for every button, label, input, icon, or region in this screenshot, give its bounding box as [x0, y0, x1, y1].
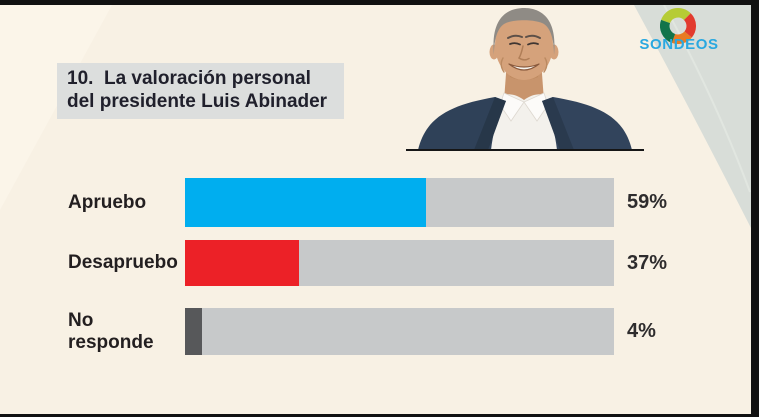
bar-value-desapruebo: 37% [627, 251, 668, 274]
bar-value-apruebo: 59% [627, 191, 668, 213]
bar-label-desapruebo: Desapruebo [68, 252, 178, 273]
bar-fill-desapruebo [185, 240, 300, 286]
bar-track [185, 240, 614, 286]
bar-fill-apruebo [185, 178, 427, 227]
top-border [0, 0, 759, 5]
bar-label-apruebo: Apruebo [68, 191, 147, 213]
sondeos-logo-icon [660, 8, 696, 44]
sondeos-logo-text: SONDEOS [639, 36, 719, 53]
bottom-border [0, 414, 759, 417]
bar-track [185, 178, 614, 227]
bar-value-no-responde: 4% [627, 320, 656, 342]
president-photo [418, 8, 632, 150]
question-title: 10. La valoración personal del president… [57, 63, 344, 119]
bar-label-no-responde: No responde [68, 309, 154, 353]
photo-underline [406, 149, 644, 151]
bar-fill-no-responde [185, 308, 203, 355]
bar-track [185, 308, 614, 355]
right-border [751, 0, 759, 417]
